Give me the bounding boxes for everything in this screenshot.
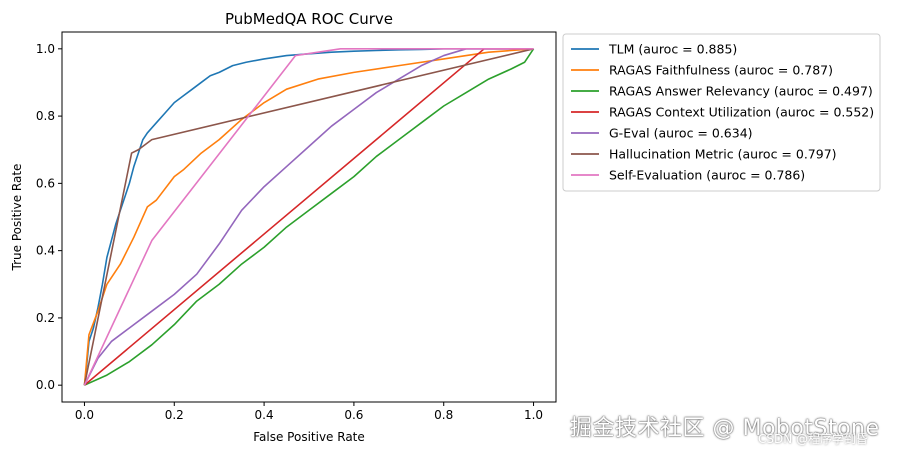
series-line-1 (83, 48, 534, 386)
chart-title: PubMedQA ROC Curve (225, 10, 393, 28)
x-tick-label: 0.6 (344, 408, 363, 422)
y-axis-label: True Positive Rate (10, 164, 24, 272)
legend-frame (562, 33, 881, 192)
legend-label: RAGAS Faithfulness (auroc = 0.787) (609, 63, 833, 78)
y-tick-label: 0.2 (36, 311, 55, 325)
series-line-2 (84, 48, 535, 386)
series-line-6 (83, 48, 534, 386)
x-axis: 0.0 0.2 0.4 0.6 0.8 1.0 (75, 402, 543, 422)
plot-area (61, 31, 557, 403)
y-tick-label: 0.0 (36, 378, 55, 392)
legend-label: RAGAS Answer Relevancy (auroc = 0.497) (609, 84, 873, 99)
x-tick-label: 0.8 (434, 408, 453, 422)
y-tick-label: 0.8 (36, 109, 55, 123)
x-tick-label: 0.4 (255, 408, 274, 422)
y-tick-label: 1.0 (36, 42, 55, 56)
series-line-3 (83, 48, 534, 386)
legend-label: TLM (auroc = 0.885) (608, 42, 737, 57)
y-tick-label: 0.6 (36, 176, 55, 190)
series-line-4 (83, 48, 534, 386)
y-tick-label: 0.4 (36, 244, 55, 258)
legend-label: Hallucination Metric (auroc = 0.797) (609, 147, 837, 162)
legend-label: Self-Evaluation (auroc = 0.786) (609, 168, 805, 183)
watermark-main: 掘金技术社区 @ MobotStone (570, 416, 880, 441)
x-axis-label: False Positive Rate (253, 430, 365, 444)
x-tick-label: 0.2 (165, 408, 184, 422)
y-axis: 0.0 0.2 0.4 0.6 0.8 1.0 (36, 42, 62, 392)
legend-label: G-Eval (auroc = 0.634) (609, 126, 753, 141)
series-line-0 (83, 48, 534, 386)
legend: TLM (auroc = 0.885) RAGAS Faithfulness (a… (562, 33, 881, 192)
legend-label: RAGAS Context Utilization (auroc = 0.552… (609, 105, 874, 120)
x-tick-label: 1.0 (524, 408, 543, 422)
series-layer (83, 48, 535, 386)
plot-frame (61, 31, 557, 403)
watermark-sub: CSDN @程序学到昏 (758, 432, 869, 446)
series-line-5 (83, 48, 534, 386)
x-tick-label: 0.0 (75, 408, 94, 422)
